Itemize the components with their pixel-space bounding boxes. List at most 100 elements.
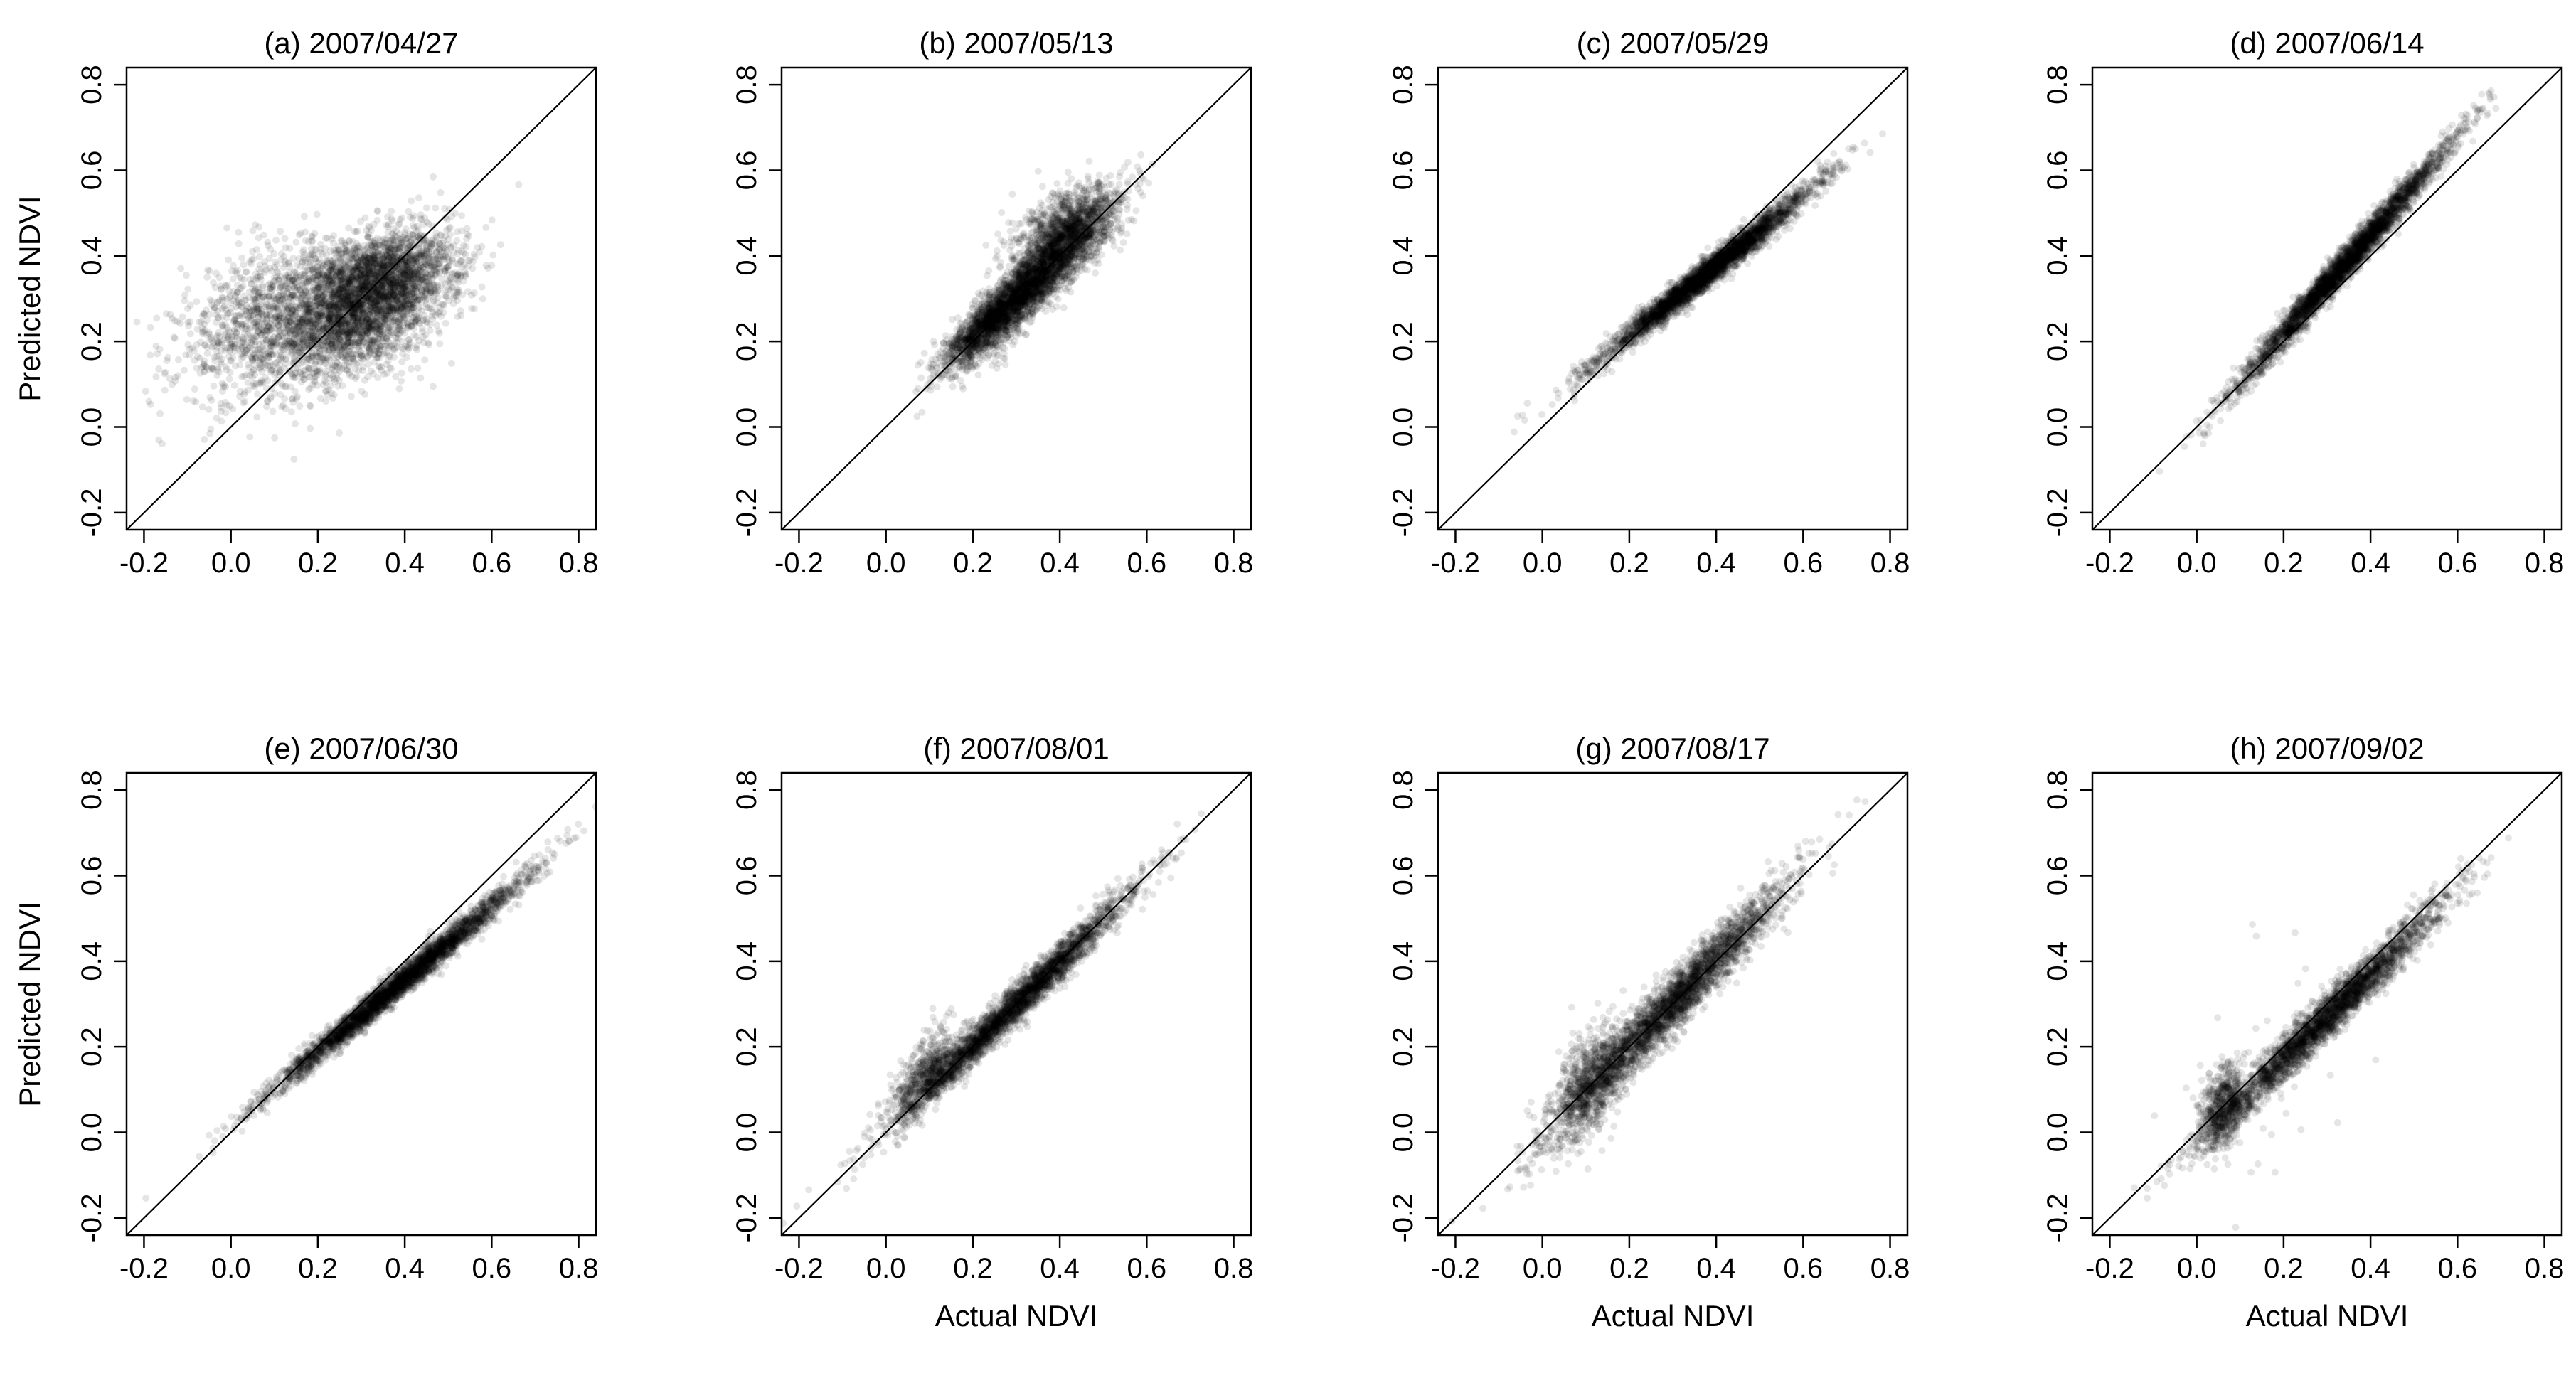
data-point [306,333,314,341]
data-point [294,319,302,326]
data-point [323,274,331,282]
data-point [398,377,405,385]
data-point [319,303,327,311]
data-point [421,274,429,282]
data-point [338,297,345,305]
data-point [458,247,466,255]
data-point [287,319,295,326]
data-point [390,316,398,324]
data-point [363,279,371,287]
data-point [382,252,390,260]
data-point [340,295,348,302]
data-point [307,384,314,392]
data-point [215,274,223,282]
data-point [260,231,267,239]
data-point [164,353,171,361]
data-point [448,213,455,220]
data-point [248,280,255,287]
data-point [206,267,213,275]
data-point [374,286,382,294]
data-point [398,305,405,313]
data-point [298,258,306,266]
data-point [403,260,410,267]
data-point [236,273,244,281]
data-point [415,194,422,202]
data-point [311,328,319,336]
data-point [458,257,466,264]
data-point [410,331,418,339]
data-point [457,311,465,319]
data-point [294,295,302,303]
data-point [366,336,373,344]
data-point [369,326,377,333]
data-point [435,240,443,247]
data-point [367,303,374,311]
data-point [338,268,346,276]
data-point [307,424,314,432]
data-point [260,359,268,367]
data-point [373,216,381,224]
data-point [489,251,497,259]
data-point [373,298,380,306]
data-point [432,267,439,275]
data-point [380,294,388,302]
data-point [406,256,414,264]
data-point [403,297,411,304]
data-point [340,346,348,353]
data-point [385,304,393,311]
data-point [371,316,378,324]
data-point [299,370,307,378]
data-point [395,385,403,393]
data-point [260,340,267,347]
data-point [436,269,444,277]
data-point [338,345,346,353]
data-point [180,366,188,374]
data-point [324,311,331,319]
data-point [176,319,184,327]
data-point [300,367,308,375]
data-point [419,270,427,278]
data-point [306,402,314,410]
data-point [395,220,403,228]
data-point [287,383,294,391]
data-point [288,277,296,284]
data-point [379,256,387,264]
data-point [361,265,368,272]
data-point [231,362,239,370]
data-point [341,321,349,329]
data-point [371,266,379,274]
data-point [373,323,381,330]
data-point [338,322,346,330]
data-point [242,296,250,304]
data-point [273,376,281,384]
data-point [321,354,329,362]
data-point [349,317,357,324]
data-point [341,288,348,296]
data-point [299,289,307,297]
data-point [429,309,437,316]
data-point [261,258,269,266]
data-point [413,287,420,295]
data-point [326,317,334,325]
data-point [421,293,429,301]
data-point [428,281,436,289]
data-point [259,351,267,358]
data-point [337,341,344,349]
data-point [417,276,425,284]
data-point [390,329,398,336]
data-point [371,254,378,262]
data-point [413,333,420,341]
data-point [445,286,452,294]
data-point [372,314,380,322]
data-point [412,271,420,278]
data-point [368,238,376,246]
data-point [385,244,393,252]
data-point [388,215,395,223]
data-point [321,388,329,395]
data-point [328,277,336,285]
data-point [385,307,393,315]
data-point [436,308,444,316]
data-point [366,255,373,263]
data-point [349,316,357,324]
